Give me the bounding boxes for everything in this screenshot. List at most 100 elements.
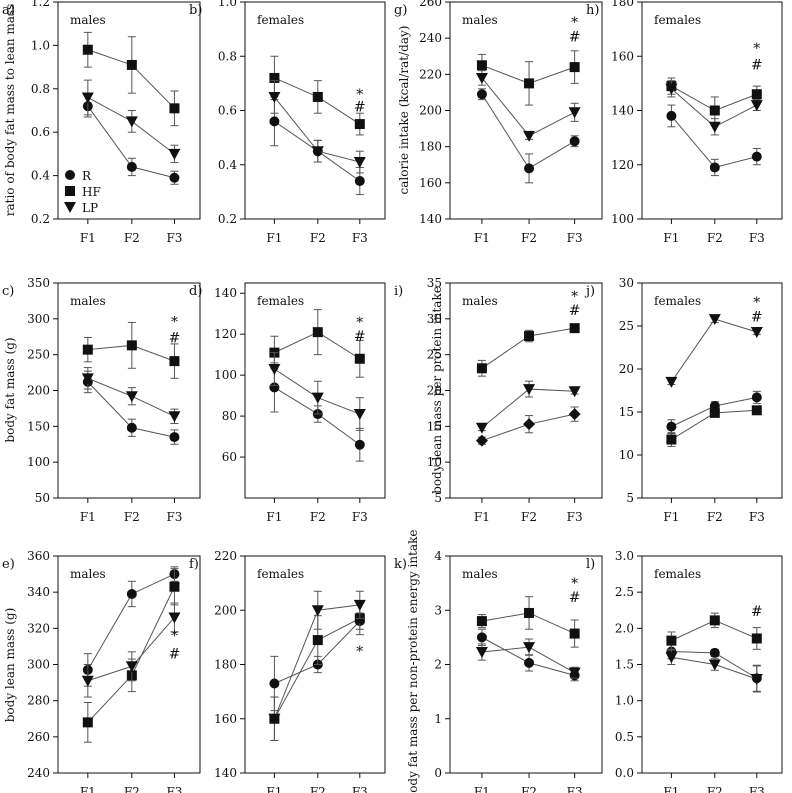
series-line: [274, 620, 361, 684]
y-tick-label: 1: [434, 712, 442, 726]
panel-title: males: [462, 13, 498, 27]
data-point: [125, 661, 138, 673]
y-axis-label: body fat mass per non-protein energy int…: [406, 530, 420, 793]
data-point: [169, 356, 180, 367]
panel-label: h): [586, 3, 599, 18]
y-tick-label: 1.0: [615, 694, 634, 708]
panel-i: 5 10 15 20 25 30 35 F1 F2 F3 i) males *#: [394, 276, 603, 524]
data-point: [665, 376, 678, 388]
y-tick-label: 50: [35, 491, 50, 505]
legend-marker: [64, 202, 76, 213]
data-point: [524, 331, 535, 342]
panel-label: d): [189, 284, 202, 299]
significance-mark: *: [753, 41, 760, 57]
x-tick-label: F1: [474, 785, 490, 793]
data-point: [751, 151, 762, 162]
data-point: [81, 92, 94, 104]
x-tick-label: F1: [474, 510, 490, 524]
data-point: [709, 162, 720, 173]
legend-label: R: [82, 169, 92, 183]
x-tick-label: F1: [266, 510, 282, 524]
y-tick-label: 120: [214, 327, 237, 341]
y-tick-label: 140: [419, 212, 442, 226]
x-tick-label: F2: [310, 510, 326, 524]
data-point: [354, 353, 365, 364]
data-point: [750, 327, 763, 339]
data-point: [708, 659, 721, 671]
data-point: [569, 136, 580, 147]
data-point: [708, 314, 721, 326]
panel-title: females: [654, 567, 701, 581]
data-point: [354, 439, 365, 450]
data-point: [569, 628, 580, 639]
panel-g: 140 160 180 200 220 240 260 F1 F2 F3 g) males *#: [394, 0, 603, 245]
data-point: [169, 172, 180, 183]
y-tick-label: 140: [214, 286, 237, 300]
x-tick-label: F2: [707, 510, 723, 524]
y-tick-label: 0.6: [31, 125, 50, 139]
panel-label: b): [189, 3, 202, 18]
significance-mark: *: [571, 576, 578, 592]
y-tick-label: 140: [214, 766, 237, 780]
data-point: [353, 599, 366, 611]
series-line: [87, 573, 175, 671]
data-point: [311, 146, 324, 158]
panel-label: j): [584, 284, 595, 299]
data-point: [751, 405, 762, 416]
series-R: [269, 96, 365, 196]
y-tick-label: 180: [214, 658, 237, 672]
significance-mark: #: [751, 310, 763, 326]
series-LP: [81, 367, 181, 424]
data-point: [475, 647, 488, 659]
significance-mark: #: [169, 647, 181, 663]
data-point: [311, 392, 324, 404]
data-point: [126, 340, 137, 351]
x-tick-label: F2: [521, 231, 537, 245]
data-point: [523, 418, 536, 431]
data-point: [168, 148, 181, 160]
x-tick-label: F1: [663, 510, 679, 524]
panel-title: males: [70, 294, 106, 308]
data-point: [750, 673, 763, 685]
y-tick-label: 10: [427, 455, 442, 469]
series-line: [274, 368, 360, 415]
y-tick-label: 0.8: [218, 49, 237, 63]
data-point: [82, 717, 93, 728]
y-tick-label: 15: [427, 419, 442, 433]
y-tick-label: 15: [619, 405, 634, 419]
x-tick-label: F2: [124, 231, 140, 245]
significance-mark: #: [751, 604, 763, 620]
y-tick-label: 0.4: [218, 158, 237, 172]
data-point: [524, 78, 535, 89]
data-point: [709, 105, 720, 116]
y-axis-label: calorie intake (kcal/rat/day): [397, 26, 411, 195]
data-point: [311, 605, 324, 617]
x-tick-label: F2: [707, 231, 723, 245]
significance-mark: *: [171, 315, 178, 331]
data-point: [475, 72, 488, 84]
data-point: [569, 323, 580, 334]
y-tick-label: 220: [419, 67, 442, 81]
data-point: [82, 344, 93, 355]
panel-label: g): [394, 3, 407, 18]
y-tick-label: 5: [434, 491, 442, 505]
data-point: [312, 327, 323, 338]
y-tick-label: 250: [27, 348, 50, 362]
series-R: [666, 104, 762, 177]
data-point: [354, 119, 365, 130]
x-tick-label: F2: [310, 231, 326, 245]
data-point: [81, 373, 94, 385]
data-point: [354, 176, 365, 187]
data-point: [312, 635, 323, 646]
data-point: [568, 386, 581, 398]
data-point: [568, 408, 581, 421]
panel-label: l): [586, 557, 595, 572]
panel-title: females: [257, 294, 304, 308]
y-tick-label: 180: [611, 0, 634, 9]
x-tick-label: F3: [352, 785, 368, 793]
panel-label: k): [394, 557, 407, 572]
series-LP: [665, 80, 763, 136]
data-point: [568, 667, 581, 679]
y-tick-label: 180: [419, 140, 442, 154]
panel-label: i): [394, 284, 403, 299]
